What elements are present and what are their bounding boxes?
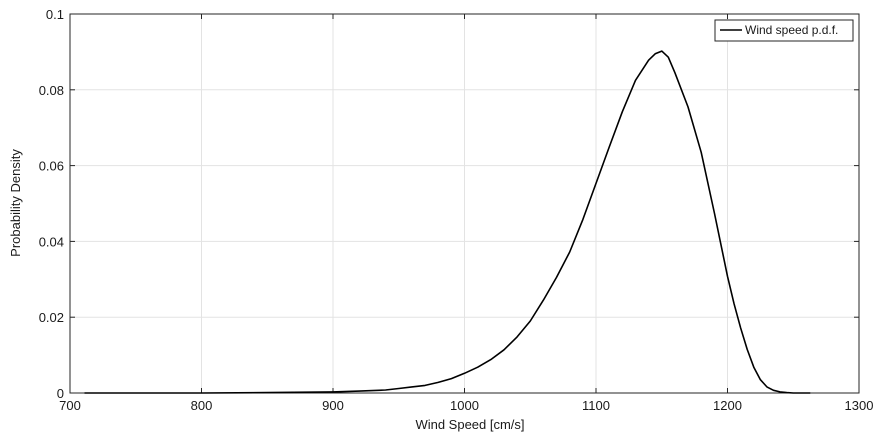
x-tick-label: 1000 (450, 398, 479, 413)
x-tick-label: 1300 (845, 398, 874, 413)
x-tick-label: 700 (59, 398, 81, 413)
legend-box (714, 19, 854, 42)
y-tick-label: 0.06 (39, 159, 64, 174)
grid-lines (70, 14, 859, 393)
y-tick-label: 0.1 (46, 7, 64, 22)
x-axis-tick-labels: 700 800 900 1000 1100 1200 1300 (59, 398, 873, 413)
x-tick-label: 1100 (582, 398, 610, 413)
y-axis-tick-labels: 0 0.02 0.04 0.06 0.08 0.1 (39, 7, 64, 401)
x-axis-label: Wind Speed [cm/s] (415, 417, 524, 432)
series-line-wind-speed-pdf (84, 50, 811, 394)
y-tick-label: 0.02 (39, 310, 64, 325)
axis-ticks (69, 13, 860, 394)
legend: Wind speed p.d.f. (714, 19, 854, 42)
x-tick-label: 800 (191, 398, 213, 413)
y-tick-label: 0.04 (39, 234, 64, 249)
x-tick-label: 1200 (713, 398, 742, 413)
legend-label: Wind speed p.d.f. (745, 23, 838, 37)
y-tick-label: 0 (57, 386, 64, 401)
y-tick-label: 0.08 (39, 83, 64, 98)
x-tick-label: 900 (322, 398, 344, 413)
y-axis-label: Probability Density (8, 149, 23, 257)
